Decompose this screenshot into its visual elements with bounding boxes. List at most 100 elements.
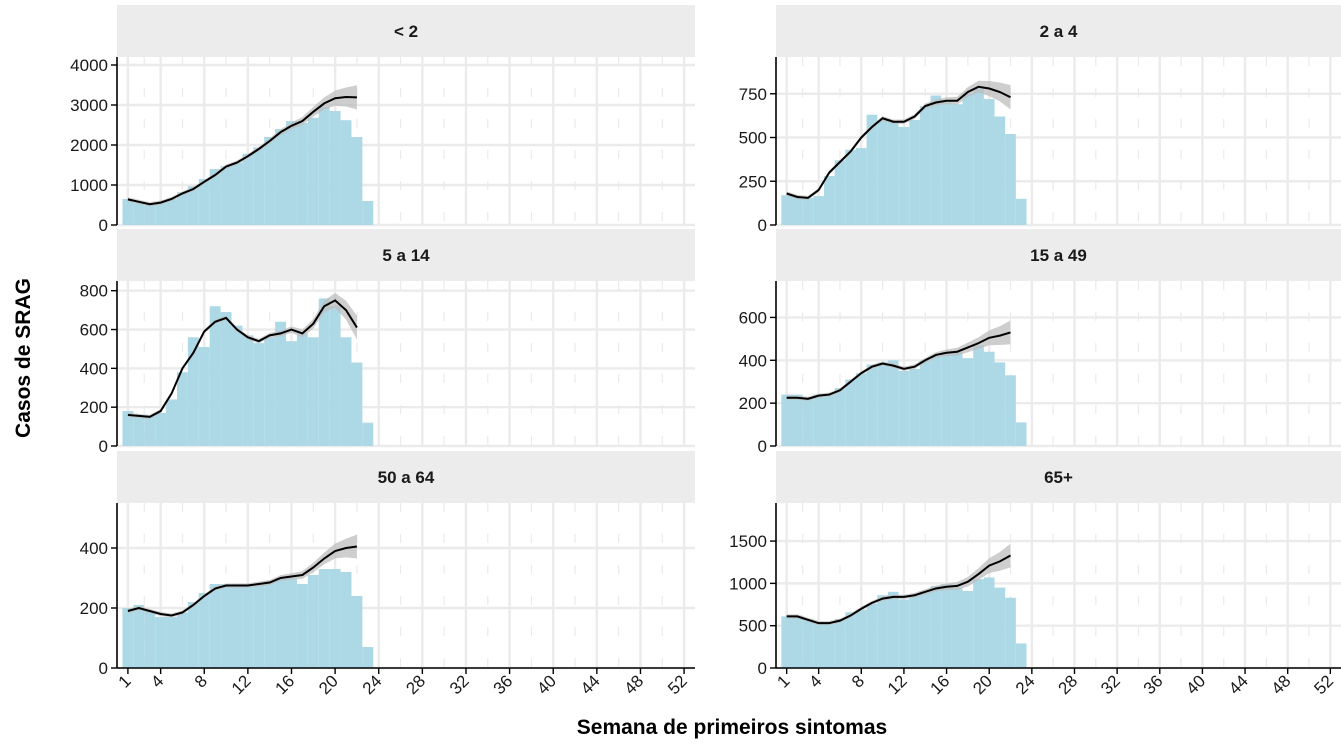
y-tick-label: 0 (758, 216, 767, 235)
bar (264, 337, 276, 446)
bar (941, 351, 952, 446)
bar (877, 595, 888, 668)
bar (340, 120, 352, 225)
bar (823, 624, 835, 668)
bar (242, 335, 254, 446)
bar (930, 356, 942, 446)
bar (994, 116, 1006, 225)
x-tick-label: 20 (969, 671, 996, 698)
y-tick-label: 0 (99, 659, 108, 678)
bar (155, 617, 167, 668)
bar (994, 587, 1006, 668)
facet-title: 5 a 14 (382, 246, 430, 265)
facet-strip (776, 451, 1341, 503)
bar (275, 321, 287, 446)
bar (166, 199, 177, 225)
bar (329, 111, 341, 225)
bar (983, 351, 995, 446)
y-tick-label: 4000 (70, 56, 108, 75)
bar (781, 616, 792, 668)
bar (340, 572, 352, 668)
bar (887, 121, 899, 225)
y-tick-label: 1500 (729, 532, 767, 551)
x-tick-label: 28 (1055, 671, 1082, 698)
bar (951, 351, 963, 446)
y-tick-label: 250 (739, 172, 767, 191)
bar (253, 343, 265, 446)
bar (133, 605, 145, 668)
bar (909, 368, 920, 446)
bar (253, 584, 265, 668)
bar (133, 414, 145, 446)
x-tick-label: 48 (1268, 671, 1295, 698)
x-tick-label: 44 (577, 671, 604, 698)
bar (275, 578, 287, 668)
bar (834, 618, 846, 668)
bar (144, 205, 156, 225)
bar (802, 618, 814, 668)
bar (307, 337, 319, 446)
facet-title: 50 a 64 (378, 468, 435, 487)
x-tick-label: 52 (664, 671, 691, 698)
bar (866, 364, 878, 446)
bar (187, 186, 199, 225)
x-tick-label: 16 (927, 671, 954, 698)
facet-title: 15 a 49 (1030, 246, 1087, 265)
bar (198, 179, 210, 225)
bar (866, 603, 878, 668)
bar (166, 399, 177, 446)
bar (340, 337, 352, 446)
bar (242, 153, 254, 225)
bar (286, 578, 297, 668)
bar (951, 104, 963, 225)
y-tick-label: 200 (80, 398, 108, 417)
bar (845, 379, 856, 446)
y-tick-label: 0 (99, 216, 108, 235)
bar (198, 593, 210, 668)
y-tick-label: 800 (80, 282, 108, 301)
bar (166, 617, 177, 668)
bar (791, 615, 803, 668)
bar (823, 394, 835, 446)
y-tick-label: 400 (739, 351, 767, 370)
bar (362, 647, 374, 668)
trend-ribbon (127, 85, 357, 207)
bar (187, 337, 199, 446)
bar (930, 585, 942, 668)
trend-line (786, 554, 1012, 625)
bar (220, 166, 232, 225)
bar (275, 129, 287, 225)
bar (1005, 375, 1016, 446)
bar (781, 394, 792, 446)
x-tick-label: 4 (805, 671, 825, 691)
bar (362, 422, 374, 446)
y-tick-label: 200 (80, 599, 108, 618)
x-tick-label: 12 (884, 671, 911, 698)
bar (220, 312, 232, 446)
facet-title: 65+ (1044, 468, 1073, 487)
x-tick-label: 44 (1225, 671, 1252, 698)
bar (231, 325, 243, 446)
x-tick-label: 8 (848, 671, 868, 691)
bar (855, 373, 867, 446)
bar (122, 411, 134, 446)
x-tick-label: 32 (1097, 671, 1124, 698)
bar (155, 413, 167, 446)
facet-strip (117, 229, 695, 281)
bar (307, 575, 319, 668)
bar (307, 117, 319, 225)
bar (133, 202, 145, 225)
x-tick-label: 12 (228, 671, 255, 698)
y-tick-label: 600 (739, 308, 767, 327)
bar (296, 333, 308, 446)
trend-ribbon (127, 293, 357, 419)
y-tick-label: 500 (739, 129, 767, 148)
bar (231, 162, 243, 225)
bar (813, 196, 824, 225)
bar (930, 95, 942, 225)
facet-strip (776, 5, 1341, 57)
y-tick-label: 0 (99, 437, 108, 456)
